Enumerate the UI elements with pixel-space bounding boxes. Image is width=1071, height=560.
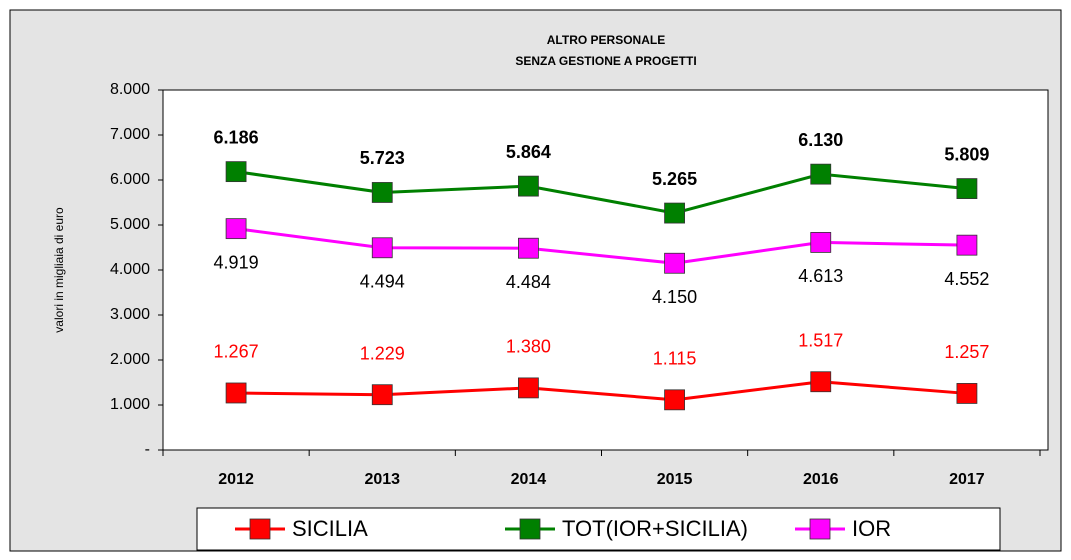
value-label: 4.613 xyxy=(798,266,843,286)
y-tick-label: - xyxy=(145,441,150,458)
marker xyxy=(225,218,247,240)
marker xyxy=(810,371,832,393)
marker xyxy=(664,252,685,274)
y-tick-label: 3.000 xyxy=(110,306,150,323)
value-label: 1.267 xyxy=(214,342,259,362)
marker xyxy=(225,161,247,183)
value-label: 1.257 xyxy=(944,342,989,362)
value-label: 4.494 xyxy=(360,272,405,292)
value-label: 6.130 xyxy=(798,130,843,150)
x-tick-label: 2012 xyxy=(218,471,254,488)
legend-label: IOR xyxy=(852,516,891,541)
legend-marker xyxy=(249,518,271,540)
y-tick-label: 7.000 xyxy=(110,126,150,143)
y-tick-label: 2.000 xyxy=(110,351,150,368)
series-line xyxy=(235,227,967,265)
y-tick-label: 8.000 xyxy=(110,81,150,98)
marker xyxy=(371,182,393,203)
value-label: 1.380 xyxy=(506,337,551,357)
value-label: 4.552 xyxy=(944,269,989,289)
marker xyxy=(956,383,978,404)
legend xyxy=(196,507,1001,551)
value-label: 1.517 xyxy=(798,330,843,350)
series-line xyxy=(235,170,968,215)
legend-marker xyxy=(809,518,831,540)
marker xyxy=(518,377,539,399)
x-tick-label: 2017 xyxy=(949,471,985,488)
legend-marker xyxy=(519,518,541,540)
y-tick-label: 4.000 xyxy=(110,261,150,278)
legend-label: SICILIA xyxy=(292,516,368,541)
marker xyxy=(371,237,393,259)
value-label: 1.229 xyxy=(360,343,405,363)
y-tick-label: 6.000 xyxy=(110,171,150,188)
value-label: 1.115 xyxy=(653,349,697,369)
y-tick-label: 5.000 xyxy=(110,216,150,233)
series-line xyxy=(236,380,968,402)
legend-label: TOT(IOR+SICILIA) xyxy=(562,516,748,541)
marker xyxy=(956,178,978,199)
marker xyxy=(664,389,685,411)
value-label: 5.265 xyxy=(652,169,697,189)
x-tick-label: 2015 xyxy=(657,471,693,488)
value-label: 4.150 xyxy=(652,287,697,307)
marker xyxy=(518,237,539,259)
y-tick-label: 1.000 xyxy=(110,396,150,413)
marker xyxy=(810,232,832,253)
value-label: 4.919 xyxy=(214,252,259,272)
value-label: 5.864 xyxy=(506,142,551,162)
x-tick-label: 2016 xyxy=(803,471,839,488)
chart-title: ALTRO PERSONALE xyxy=(547,33,665,47)
value-label: 6.186 xyxy=(214,127,259,147)
value-label: 5.723 xyxy=(360,148,405,168)
marker xyxy=(518,175,539,197)
marker xyxy=(225,382,247,404)
x-tick-label: 2013 xyxy=(364,471,400,488)
plot-area xyxy=(162,89,1049,451)
marker xyxy=(664,202,685,224)
value-label: 5.809 xyxy=(944,144,989,164)
y-axis-label: valori in migliaia di euro xyxy=(52,207,66,333)
marker xyxy=(371,384,393,406)
x-tick-label: 2014 xyxy=(511,471,547,488)
value-label: 4.484 xyxy=(506,272,551,292)
marker xyxy=(810,163,832,185)
marker xyxy=(956,234,978,256)
chart-subtitle: SENZA GESTIONE A PROGETTI xyxy=(515,54,696,68)
